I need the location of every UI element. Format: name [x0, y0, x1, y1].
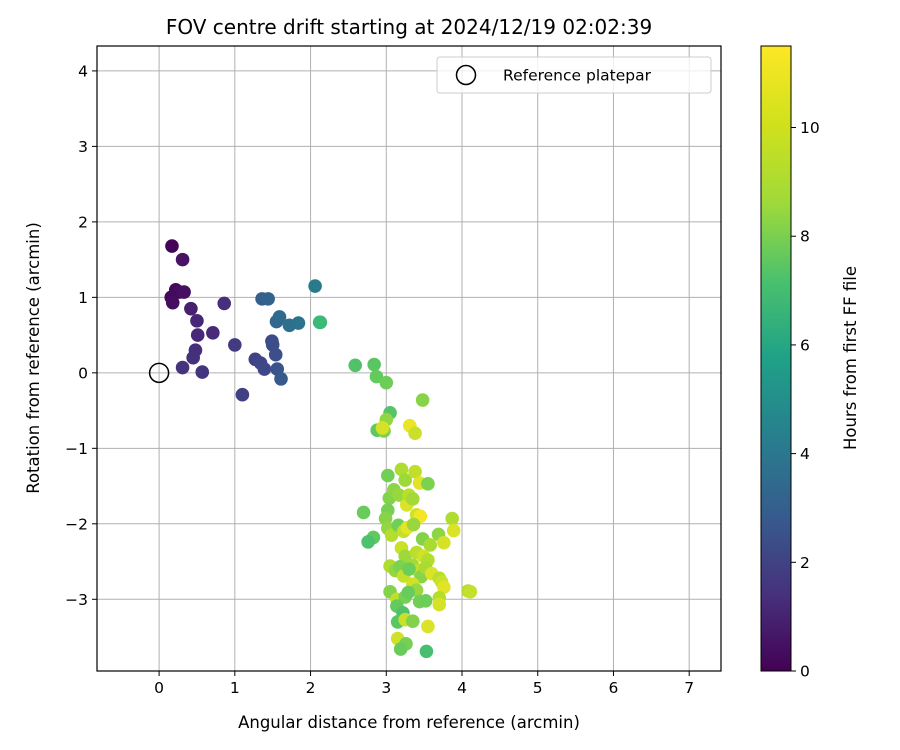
x-tick-label: 1: [230, 679, 240, 697]
legend-marker: [455, 64, 477, 86]
data-point: [402, 562, 416, 576]
data-point: [177, 285, 191, 299]
colorbar-tick-label: 6: [800, 336, 810, 354]
data-point: [375, 421, 390, 435]
y-tick-label: 2: [78, 213, 88, 231]
x-tick-label: 5: [533, 679, 543, 697]
data-point: [446, 523, 461, 538]
x-axis-label: Angular distance from reference (arcmin): [238, 713, 580, 732]
data-point: [421, 477, 435, 491]
data-point: [175, 360, 190, 375]
legend-entry-reference-platepar: Reference platepar: [503, 67, 652, 85]
x-tick-label: 0: [154, 679, 164, 697]
data-point: [423, 538, 438, 552]
colorbar-tick-label: 8: [800, 228, 810, 246]
data-point: [405, 614, 420, 628]
data-point: [398, 549, 413, 564]
x-tick-label: 3: [381, 679, 391, 697]
data-point: [308, 279, 322, 293]
colorbar-tick-label: 10: [800, 119, 820, 137]
data-points: [164, 239, 478, 659]
y-tick-label: 4: [78, 62, 88, 80]
data-point: [165, 295, 180, 310]
data-point: [268, 347, 283, 362]
data-point: [313, 315, 328, 330]
data-point: [398, 473, 413, 487]
chart-title: FOV centre drift starting at 2024/12/19 …: [166, 15, 652, 39]
x-axis-ticks: 0 1 2 3 4 5 6 7: [154, 671, 694, 697]
colorbar-tick-label: 0: [800, 663, 810, 681]
data-point: [195, 365, 210, 379]
data-point: [217, 296, 232, 311]
data-point: [408, 464, 422, 479]
data-point: [186, 350, 200, 365]
data-point: [190, 328, 205, 342]
legend-box: [436, 56, 712, 94]
data-point: [380, 468, 395, 483]
x-tick-label: 4: [457, 679, 467, 697]
colorbar-label: Hours from first FF file: [841, 266, 860, 450]
colorbar: 0 2 4 6 8 10 Hours from first FF file: [760, 45, 860, 681]
data-point: [408, 426, 422, 441]
data-point: [419, 644, 434, 659]
data-point: [418, 594, 433, 608]
data-point: [184, 301, 198, 316]
data-point: [348, 358, 363, 373]
data-point: [369, 369, 384, 384]
data-point: [175, 252, 190, 267]
data-point: [361, 535, 375, 549]
data-point: [272, 310, 287, 324]
data-point: [445, 511, 459, 526]
colorbar-tick-label: 4: [800, 445, 810, 463]
y-tick-label: −3: [65, 591, 88, 609]
y-tick-label: −2: [65, 515, 88, 533]
colorbar-gradient: [760, 45, 792, 672]
data-point: [274, 372, 288, 386]
y-tick-label: 0: [78, 364, 88, 382]
plot-frame: [96, 45, 722, 672]
data-point: [392, 488, 406, 502]
data-point: [463, 584, 478, 599]
data-point: [406, 517, 421, 532]
data-point: [235, 387, 250, 402]
data-point: [432, 597, 447, 612]
data-point: [405, 492, 420, 506]
data-point: [206, 326, 220, 340]
y-tick-label: −1: [65, 440, 88, 458]
data-point: [165, 239, 179, 253]
data-point: [356, 505, 371, 520]
data-point: [190, 313, 204, 328]
y-axis-ticks: −3 −2 −1 0 1 2 3 4: [65, 62, 97, 609]
data-point: [421, 619, 435, 634]
data-point: [415, 393, 430, 407]
data-point: [379, 375, 394, 390]
x-tick-label: 2: [306, 679, 316, 697]
data-point: [257, 362, 272, 376]
data-point: [437, 580, 451, 595]
data-point: [261, 292, 275, 306]
reference-platepar-marker: [148, 362, 170, 384]
data-point: [401, 585, 416, 600]
data-point: [437, 535, 451, 550]
data-point: [384, 528, 399, 542]
x-tick-label: 7: [684, 679, 694, 697]
data-point: [228, 338, 242, 352]
data-point: [367, 357, 381, 372]
x-tick-label: 6: [609, 679, 619, 697]
data-point: [291, 316, 306, 330]
data-point: [393, 642, 408, 656]
colorbar-tick-label: 2: [800, 554, 810, 572]
y-tick-label: 1: [78, 289, 88, 307]
y-axis-label: Rotation from reference (arcmin): [24, 222, 43, 494]
data-point: [394, 462, 409, 477]
legend: Reference platepar: [436, 56, 712, 94]
y-tick-label: 3: [78, 138, 88, 156]
colorbar-ticks: 0 2 4 6 8 10: [791, 119, 820, 681]
